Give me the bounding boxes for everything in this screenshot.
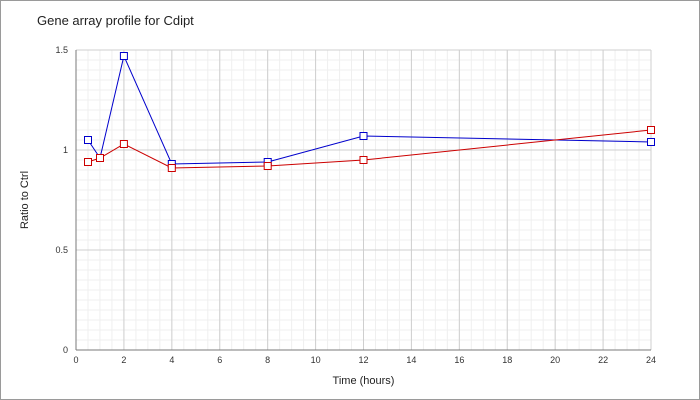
x-tick-label: 8 xyxy=(265,355,270,365)
y-tick-label: 0.5 xyxy=(55,245,68,255)
y-axis-label: Ratio to Ctrl xyxy=(19,171,31,229)
x-tick-label: 24 xyxy=(646,355,656,365)
data-point xyxy=(647,126,655,134)
data-point xyxy=(84,158,92,166)
x-tick-label: 4 xyxy=(169,355,174,365)
data-point xyxy=(119,52,128,60)
series-layer xyxy=(84,52,655,172)
x-tick-label: 18 xyxy=(502,355,512,365)
grid-layer xyxy=(75,49,652,351)
data-point xyxy=(359,156,368,164)
axis-layer xyxy=(75,50,651,351)
x-axis-label: Time (hours) xyxy=(333,375,395,387)
data-point xyxy=(96,154,104,162)
x-tick-label: 16 xyxy=(454,355,464,365)
chart-title: Gene array profile for Cdipt xyxy=(37,13,194,28)
x-tick-label: 0 xyxy=(73,355,78,365)
x-tick-label: 12 xyxy=(358,355,368,365)
y-tick-label: 0 xyxy=(63,345,68,355)
data-point xyxy=(84,136,92,144)
data-point xyxy=(167,164,176,172)
y-tick-label: 1 xyxy=(63,145,68,155)
x-tick-label: 2 xyxy=(121,355,126,365)
x-tick-label: 10 xyxy=(311,355,321,365)
series-2 xyxy=(84,126,655,172)
x-tick-label: 22 xyxy=(598,355,608,365)
data-point xyxy=(359,132,368,140)
x-tick-label: 14 xyxy=(406,355,416,365)
data-point xyxy=(119,140,128,148)
data-point xyxy=(263,162,272,170)
data-point xyxy=(647,138,655,146)
x-tick-label: 6 xyxy=(217,355,222,365)
y-tick-label: 1.5 xyxy=(55,45,68,55)
x-tick-label: 20 xyxy=(550,355,560,365)
